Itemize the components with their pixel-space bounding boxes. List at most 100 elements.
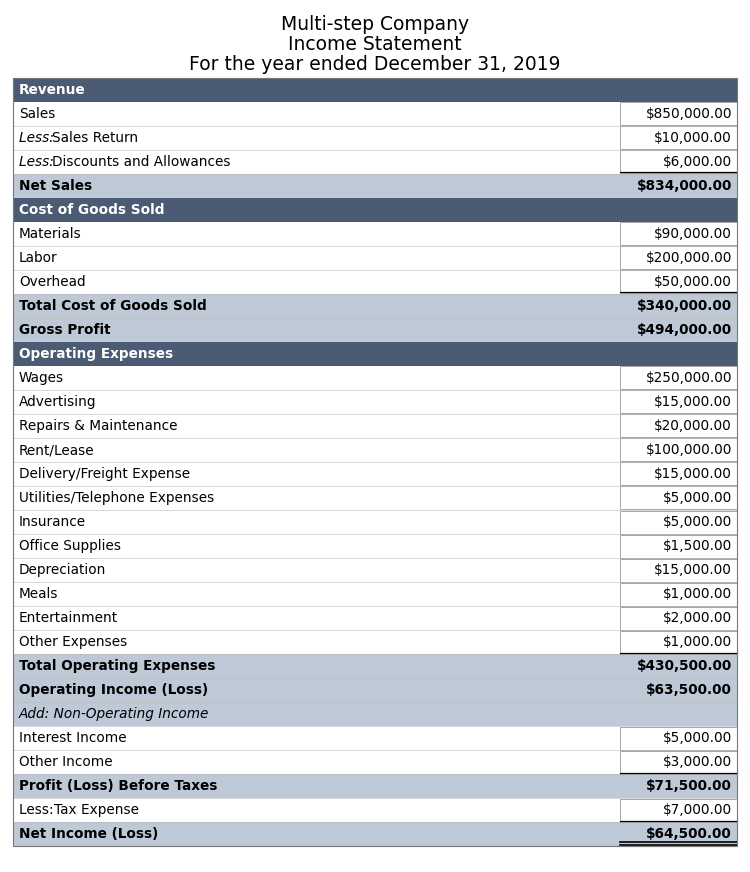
Text: Total Cost of Goods Sold: Total Cost of Goods Sold bbox=[19, 299, 207, 313]
Bar bbox=[13, 798, 737, 822]
Text: $834,000.00: $834,000.00 bbox=[637, 179, 732, 193]
Text: Total Operating Expenses: Total Operating Expenses bbox=[19, 659, 215, 673]
Text: $494,000.00: $494,000.00 bbox=[637, 323, 732, 337]
Bar bbox=[13, 222, 737, 246]
Bar bbox=[13, 390, 737, 414]
Bar bbox=[13, 486, 737, 510]
Text: Insurance: Insurance bbox=[19, 515, 86, 529]
Text: $15,000.00: $15,000.00 bbox=[654, 395, 732, 409]
Bar bbox=[620, 487, 737, 509]
Text: Gross Profit: Gross Profit bbox=[19, 323, 111, 337]
Bar bbox=[13, 318, 737, 342]
Bar bbox=[13, 726, 737, 750]
Text: Revenue: Revenue bbox=[19, 83, 86, 97]
Bar bbox=[13, 294, 737, 318]
Bar bbox=[13, 174, 737, 198]
Bar bbox=[620, 630, 737, 653]
Text: Delivery/Freight Expense: Delivery/Freight Expense bbox=[19, 467, 190, 481]
Bar bbox=[13, 774, 737, 798]
Bar bbox=[13, 462, 737, 486]
Text: Operating Income (Loss): Operating Income (Loss) bbox=[19, 683, 208, 697]
Bar bbox=[620, 366, 737, 390]
Text: $71,500.00: $71,500.00 bbox=[646, 779, 732, 793]
Bar bbox=[620, 103, 737, 126]
Bar bbox=[13, 630, 737, 654]
Bar bbox=[13, 78, 737, 102]
Bar bbox=[13, 78, 737, 846]
Bar bbox=[620, 414, 737, 438]
Bar bbox=[13, 510, 737, 534]
Text: $1,000.00: $1,000.00 bbox=[663, 635, 732, 649]
Bar bbox=[13, 342, 737, 366]
Bar bbox=[13, 558, 737, 582]
Bar bbox=[620, 582, 737, 605]
Text: $2,000.00: $2,000.00 bbox=[663, 611, 732, 625]
Text: Net Sales: Net Sales bbox=[19, 179, 92, 193]
Text: Other Expenses: Other Expenses bbox=[19, 635, 128, 649]
Text: Discounts and Allowances: Discounts and Allowances bbox=[52, 155, 230, 169]
Text: Add: Non-Operating Income: Add: Non-Operating Income bbox=[19, 707, 209, 721]
Text: Materials: Materials bbox=[19, 227, 82, 241]
Bar bbox=[13, 702, 737, 726]
Bar bbox=[13, 534, 737, 558]
Bar bbox=[13, 678, 737, 702]
Text: $20,000.00: $20,000.00 bbox=[654, 419, 732, 433]
Text: $15,000.00: $15,000.00 bbox=[654, 467, 732, 481]
Bar bbox=[620, 462, 737, 486]
Bar bbox=[620, 439, 737, 461]
Text: Advertising: Advertising bbox=[19, 395, 97, 409]
Bar bbox=[620, 270, 737, 294]
Text: $90,000.00: $90,000.00 bbox=[654, 227, 732, 241]
Text: Wages: Wages bbox=[19, 371, 64, 385]
Text: Entertainment: Entertainment bbox=[19, 611, 118, 625]
Bar bbox=[13, 270, 737, 294]
Bar bbox=[13, 102, 737, 126]
Bar bbox=[620, 222, 737, 246]
Text: Tax Expense: Tax Expense bbox=[54, 803, 139, 817]
Text: $3,000.00: $3,000.00 bbox=[663, 755, 732, 769]
Text: $430,500.00: $430,500.00 bbox=[637, 659, 732, 673]
Text: Depreciation: Depreciation bbox=[19, 563, 106, 577]
Text: Office Supplies: Office Supplies bbox=[19, 539, 121, 553]
Bar bbox=[620, 535, 737, 557]
Text: $5,000.00: $5,000.00 bbox=[663, 491, 732, 505]
Text: Utilities/Telephone Expenses: Utilities/Telephone Expenses bbox=[19, 491, 214, 505]
Bar bbox=[620, 510, 737, 534]
Bar bbox=[13, 822, 737, 846]
Bar bbox=[13, 366, 737, 390]
Bar bbox=[13, 750, 737, 774]
Text: Profit (Loss) Before Taxes: Profit (Loss) Before Taxes bbox=[19, 779, 217, 793]
Text: Less:: Less: bbox=[19, 803, 58, 817]
Text: Overhead: Overhead bbox=[19, 275, 86, 289]
Bar bbox=[620, 799, 737, 821]
Text: $10,000.00: $10,000.00 bbox=[654, 131, 732, 145]
Bar bbox=[13, 582, 737, 606]
Text: $1,000.00: $1,000.00 bbox=[663, 587, 732, 601]
Text: Repairs & Maintenance: Repairs & Maintenance bbox=[19, 419, 178, 433]
Text: Rent/Lease: Rent/Lease bbox=[19, 443, 94, 457]
Text: $1,500.00: $1,500.00 bbox=[663, 539, 732, 553]
Text: $5,000.00: $5,000.00 bbox=[663, 731, 732, 745]
Text: Less:: Less: bbox=[19, 131, 58, 145]
Text: $850,000.00: $850,000.00 bbox=[646, 107, 732, 121]
Text: Net Income (Loss): Net Income (Loss) bbox=[19, 827, 158, 841]
Bar bbox=[620, 391, 737, 413]
Bar bbox=[620, 126, 737, 149]
Text: Operating Expenses: Operating Expenses bbox=[19, 347, 173, 361]
Text: Meals: Meals bbox=[19, 587, 58, 601]
Bar bbox=[620, 247, 737, 269]
Bar bbox=[13, 414, 737, 438]
Text: $200,000.00: $200,000.00 bbox=[646, 251, 732, 265]
Text: Cost of Goods Sold: Cost of Goods Sold bbox=[19, 203, 164, 217]
Text: $64,500.00: $64,500.00 bbox=[646, 827, 732, 841]
Text: Sales: Sales bbox=[19, 107, 55, 121]
Bar bbox=[13, 246, 737, 270]
Text: Other Income: Other Income bbox=[19, 755, 112, 769]
Text: $5,000.00: $5,000.00 bbox=[663, 515, 732, 529]
Text: Sales Return: Sales Return bbox=[52, 131, 138, 145]
Text: $63,500.00: $63,500.00 bbox=[646, 683, 732, 697]
Bar bbox=[620, 751, 737, 773]
Text: $50,000.00: $50,000.00 bbox=[654, 275, 732, 289]
Text: Multi-step Company: Multi-step Company bbox=[281, 15, 469, 34]
Text: $250,000.00: $250,000.00 bbox=[646, 371, 732, 385]
